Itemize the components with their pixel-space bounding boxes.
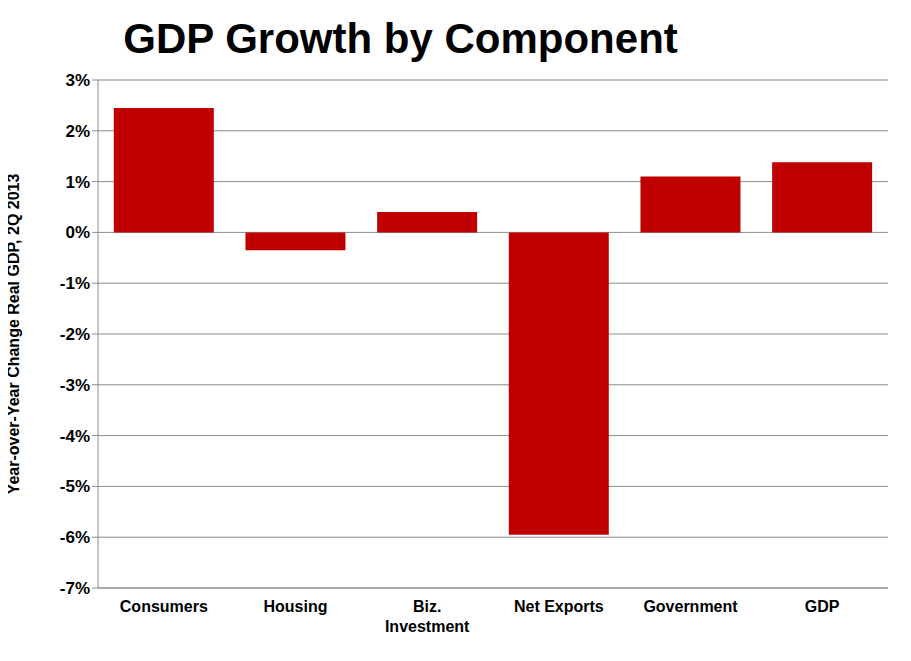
svg-text:-4%: -4% [60, 427, 90, 446]
svg-text:-3%: -3% [60, 376, 90, 395]
svg-text:Biz.Investment: Biz.Investment [385, 598, 470, 635]
svg-text:-2%: -2% [60, 325, 90, 344]
svg-text:3%: 3% [65, 71, 90, 90]
svg-text:GDP: GDP [805, 598, 840, 615]
svg-text:-6%: -6% [60, 528, 90, 547]
svg-text:Net Exports: Net Exports [514, 598, 604, 615]
svg-text:-5%: -5% [60, 477, 90, 496]
svg-text:Consumers: Consumers [120, 598, 208, 615]
svg-text:Housing: Housing [264, 598, 328, 615]
svg-text:Year-over-Year Change Real GDP: Year-over-Year Change Real GDP, 2Q 2013 [8, 174, 22, 495]
svg-text:2%: 2% [65, 122, 90, 141]
svg-text:1%: 1% [65, 173, 90, 192]
svg-text:0%: 0% [65, 223, 90, 242]
svg-text:-1%: -1% [60, 274, 90, 293]
html-text:GDP Growth by Component: GDP Growth by Component [123, 15, 678, 62]
svg-text:-7%: -7% [60, 579, 90, 598]
svg-text:Government: Government [643, 598, 738, 615]
